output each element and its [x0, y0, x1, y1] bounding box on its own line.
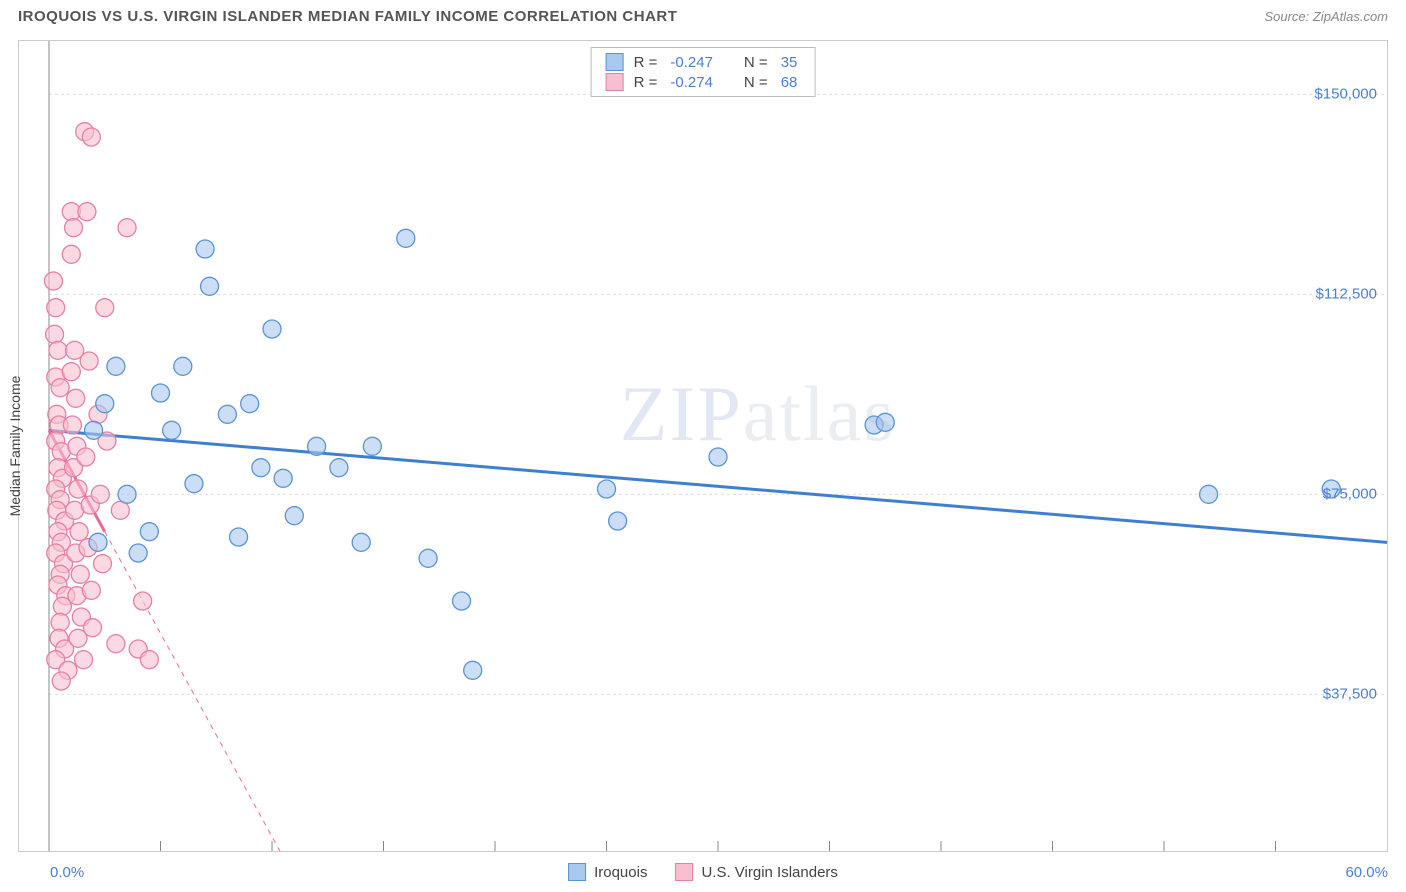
chart-area: Median Family Income ZIPatlas R = -0.247…	[18, 40, 1388, 852]
correlation-legend: R = -0.247 N = 35 R = -0.274 N = 68	[591, 47, 816, 97]
swatch-pink	[675, 863, 693, 881]
x-max-label: 60.0%	[1345, 864, 1388, 881]
y-tick-label: $150,000	[1314, 86, 1377, 103]
source-label: Source: ZipAtlas.com	[1264, 9, 1388, 24]
swatch-blue	[568, 863, 586, 881]
n-label: N =	[744, 74, 768, 91]
r-value-blue: -0.247	[670, 54, 713, 71]
r-label: R =	[634, 54, 658, 71]
legend-item-pink: U.S. Virgin Islanders	[675, 863, 837, 881]
n-value-pink: 68	[781, 74, 798, 91]
legend-row-blue: R = -0.247 N = 35	[606, 52, 801, 72]
legend-item-blue: Iroquois	[568, 863, 647, 881]
scatter-plot	[19, 41, 1387, 851]
y-tick-label: $37,500	[1323, 686, 1377, 703]
swatch-blue	[606, 53, 624, 71]
series-label-pink: U.S. Virgin Islanders	[701, 864, 837, 881]
r-value-pink: -0.274	[670, 74, 713, 91]
y-tick-label: $112,500	[1316, 286, 1377, 303]
n-label: N =	[744, 54, 768, 71]
n-value-blue: 35	[781, 54, 798, 71]
x-axis-footer: 0.0% Iroquois U.S. Virgin Islanders 60.0…	[18, 856, 1388, 888]
chart-title: IROQUOIS VS U.S. VIRGIN ISLANDER MEDIAN …	[18, 8, 677, 25]
x-min-label: 0.0%	[50, 864, 84, 881]
y-tick-label: $75,000	[1323, 486, 1377, 503]
series-legend: Iroquois U.S. Virgin Islanders	[568, 863, 838, 881]
legend-row-pink: R = -0.274 N = 68	[606, 72, 801, 92]
series-label-blue: Iroquois	[594, 864, 647, 881]
r-label: R =	[634, 74, 658, 91]
swatch-pink	[606, 73, 624, 91]
